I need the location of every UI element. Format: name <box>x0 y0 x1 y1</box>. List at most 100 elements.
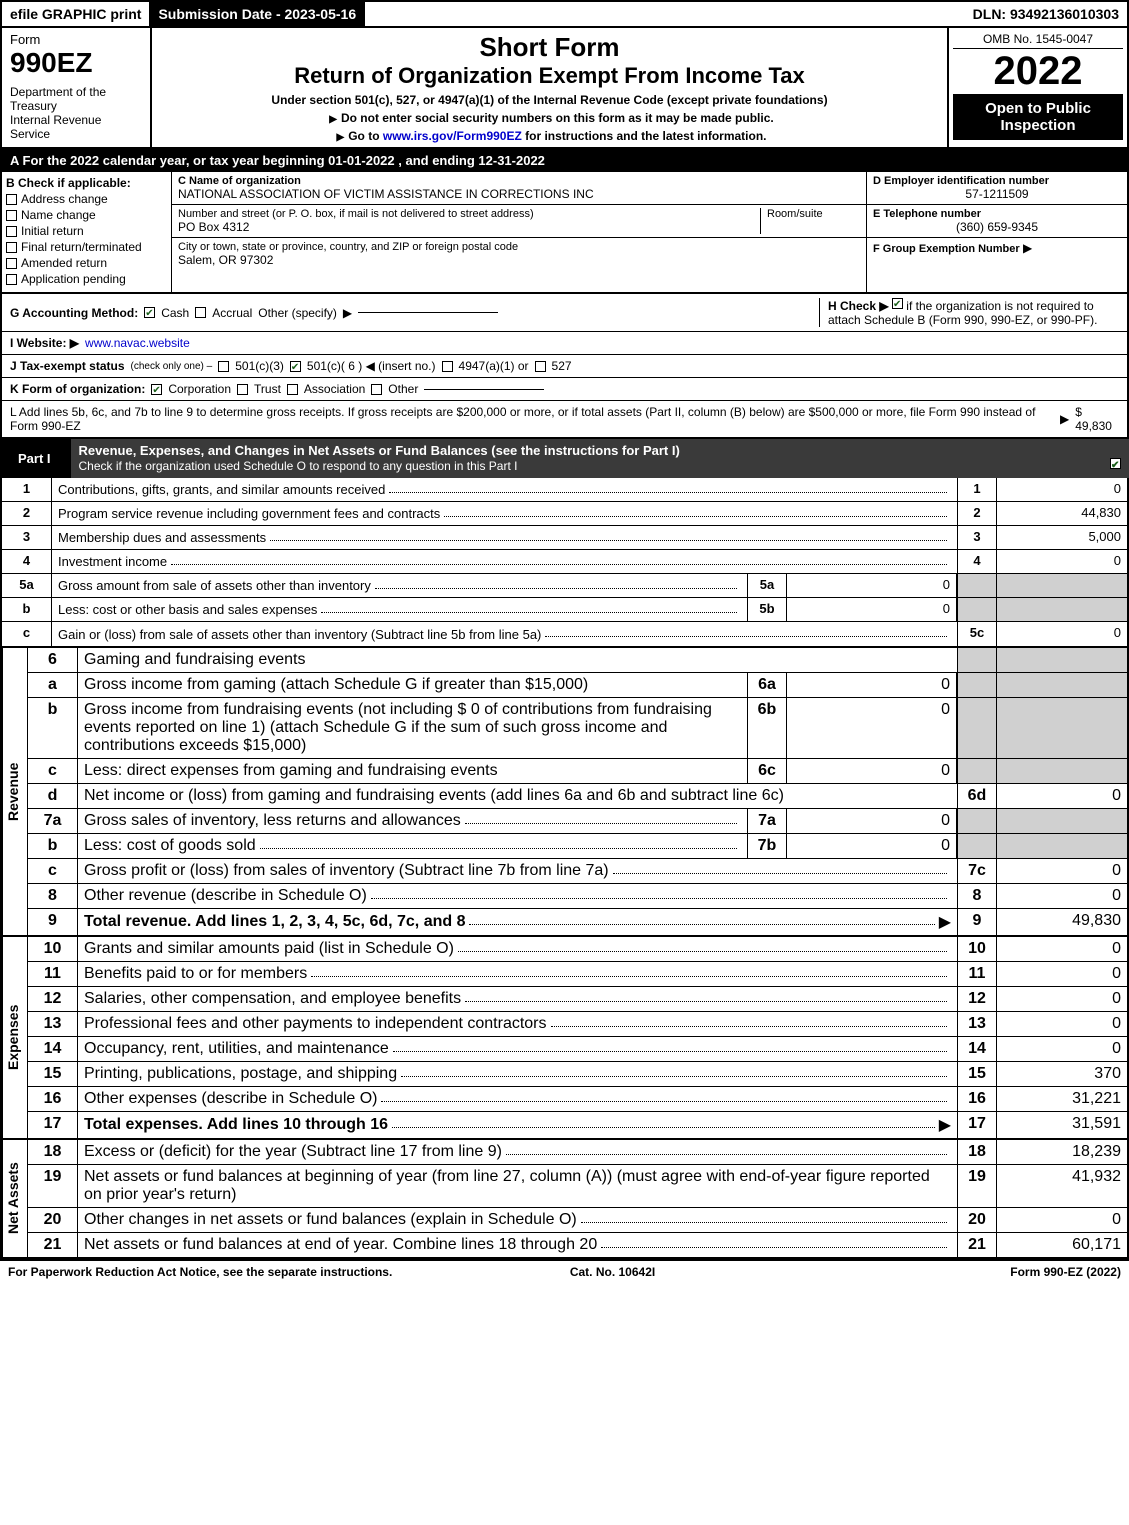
checkbox-name-change[interactable] <box>6 210 17 221</box>
line-16-value: 31,221 <box>997 1087 1127 1111</box>
line-7b-value: 0 <box>787 834 957 858</box>
form-word: Form <box>10 32 142 47</box>
line-5c-value: 0 <box>997 622 1127 646</box>
tax-year: 2022 <box>953 49 1123 94</box>
box-e-label: E Telephone number <box>873 208 1121 220</box>
addr-label: Number and street (or P. O. box, if mail… <box>178 208 760 220</box>
checkbox-other-org[interactable] <box>371 384 382 395</box>
form-number: 990EZ <box>10 47 142 79</box>
omb-number: OMB No. 1545-0047 <box>953 32 1123 49</box>
box-l-text: L Add lines 5b, 6c, and 7b to line 9 to … <box>10 405 1040 433</box>
line-7c-value: 0 <box>997 859 1127 883</box>
line-5a-value: 0 <box>787 574 957 597</box>
checkbox-final-return[interactable] <box>6 242 17 253</box>
checkbox-trust[interactable] <box>237 384 248 395</box>
footer-right: Form 990-EZ (2022) <box>1010 1265 1121 1279</box>
line-1-value: 0 <box>997 478 1127 501</box>
line-14-value: 0 <box>997 1037 1127 1061</box>
line-2-value: 44,830 <box>997 502 1127 525</box>
room-label: Room/suite <box>767 208 860 220</box>
city-label: City or town, state or province, country… <box>178 241 860 253</box>
line-11-value: 0 <box>997 962 1127 986</box>
checkbox-association[interactable] <box>287 384 298 395</box>
ssn-warning: Do not enter social security numbers on … <box>341 111 774 125</box>
line-5b-value: 0 <box>787 598 957 621</box>
box-b-title: B Check if applicable: <box>6 176 167 190</box>
ein: 57-1211509 <box>873 187 1121 201</box>
checkbox-corporation[interactable] <box>151 384 162 395</box>
dln: DLN: 93492136010303 <box>965 2 1127 26</box>
footer: For Paperwork Reduction Act Notice, see … <box>0 1259 1129 1283</box>
revenue-section: Revenue 6Gaming and fundraising events a… <box>0 648 1129 937</box>
line-6d-value: 0 <box>997 784 1127 808</box>
line-7a-value: 0 <box>787 809 957 833</box>
line-6b-value: 0 <box>787 698 957 758</box>
net-assets-vertical-label: Net Assets <box>2 1140 23 1257</box>
checkbox-amended-return[interactable] <box>6 258 17 269</box>
line-21-value: 60,171 <box>997 1233 1127 1257</box>
form-header: Form 990EZ Department of the Treasury In… <box>0 28 1129 149</box>
line-20-value: 0 <box>997 1208 1127 1232</box>
box-f-label: F Group Exemption Number <box>873 243 1020 255</box>
expenses-vertical-label: Expenses <box>2 937 23 1138</box>
checkbox-address-change[interactable] <box>6 194 17 205</box>
box-d-label: D Employer identification number <box>873 175 1121 187</box>
section-a: A For the 2022 calendar year, or tax yea… <box>0 149 1129 172</box>
box-h-label: H Check ▶ <box>828 299 889 313</box>
net-assets-section: Net Assets 18Excess or (deficit) for the… <box>0 1140 1129 1259</box>
gross-receipts: $ 49,830 <box>1075 405 1119 433</box>
box-i-label: I Website: ▶ <box>10 336 79 350</box>
checkbox-501c3[interactable] <box>218 361 229 372</box>
lines-1-4: 1Contributions, gifts, grants, and simil… <box>0 478 1129 648</box>
part-1-title: Revenue, Expenses, and Changes in Net As… <box>79 443 680 458</box>
subtitle: Under section 501(c), 527, or 4947(a)(1)… <box>156 93 943 107</box>
expenses-section: Expenses 10Grants and similar amounts pa… <box>0 937 1129 1140</box>
part-1-header: Part I Revenue, Expenses, and Changes in… <box>0 439 1129 478</box>
line-3-value: 5,000 <box>997 526 1127 549</box>
revenue-vertical-label: Revenue <box>2 648 23 935</box>
line-18-value: 18,239 <box>997 1140 1127 1164</box>
box-k-label: K Form of organization: <box>10 382 145 396</box>
top-bar: efile GRAPHIC print Submission Date - 20… <box>0 0 1129 28</box>
part-1-check-text: Check if the organization used Schedule … <box>79 459 518 473</box>
part-1-label: Part I <box>8 449 61 468</box>
line-10-value: 0 <box>997 937 1127 961</box>
checkbox-application-pending[interactable] <box>6 274 17 285</box>
main-title: Return of Organization Exempt From Incom… <box>156 63 943 89</box>
checkbox-501c[interactable] <box>290 361 301 372</box>
line-4-value: 0 <box>997 550 1127 573</box>
line-6c-value: 0 <box>787 759 957 783</box>
checkbox-cash[interactable] <box>144 307 155 318</box>
org-name: NATIONAL ASSOCIATION OF VICTIM ASSISTANC… <box>178 187 860 201</box>
arrow-icon: ▶ <box>1023 241 1032 255</box>
open-inspection: Open to Public Inspection <box>953 94 1123 140</box>
checkbox-accrual[interactable] <box>195 307 206 318</box>
line-12-value: 0 <box>997 987 1127 1011</box>
checkbox-4947[interactable] <box>442 361 453 372</box>
instructions-link[interactable]: Go to www.irs.gov/Form990EZ for instruct… <box>348 129 766 143</box>
dept-label: Department of the Treasury Internal Reve… <box>10 85 142 141</box>
footer-left: For Paperwork Reduction Act Notice, see … <box>8 1265 392 1279</box>
box-g-label: G Accounting Method: <box>10 306 138 320</box>
org-city: Salem, OR 97302 <box>178 253 860 267</box>
line-6a-value: 0 <box>787 673 957 697</box>
line-13-value: 0 <box>997 1012 1127 1036</box>
info-grid: B Check if applicable: Address change Na… <box>0 172 1129 294</box>
box-c-name-label: C Name of organization <box>178 175 860 187</box>
line-17-value: 31,591 <box>997 1112 1127 1138</box>
efile-label[interactable]: efile GRAPHIC print <box>2 2 150 26</box>
line-15-value: 370 <box>997 1062 1127 1086</box>
checkbox-h[interactable] <box>892 298 903 309</box>
website-link[interactable]: www.navac.website <box>85 336 190 350</box>
rows-ghijkl: G Accounting Method: Cash Accrual Other … <box>0 294 1129 439</box>
checkbox-initial-return[interactable] <box>6 226 17 237</box>
checkbox-527[interactable] <box>535 361 546 372</box>
short-form-title: Short Form <box>156 32 943 63</box>
footer-mid: Cat. No. 10642I <box>570 1265 655 1279</box>
line-19-value: 41,932 <box>997 1165 1127 1207</box>
submission-date: Submission Date - 2023-05-16 <box>150 2 365 26</box>
line-9-value: 49,830 <box>997 909 1127 935</box>
telephone: (360) 659-9345 <box>873 220 1121 234</box>
line-8-value: 0 <box>997 884 1127 908</box>
checkbox-schedule-o[interactable] <box>1110 458 1121 469</box>
